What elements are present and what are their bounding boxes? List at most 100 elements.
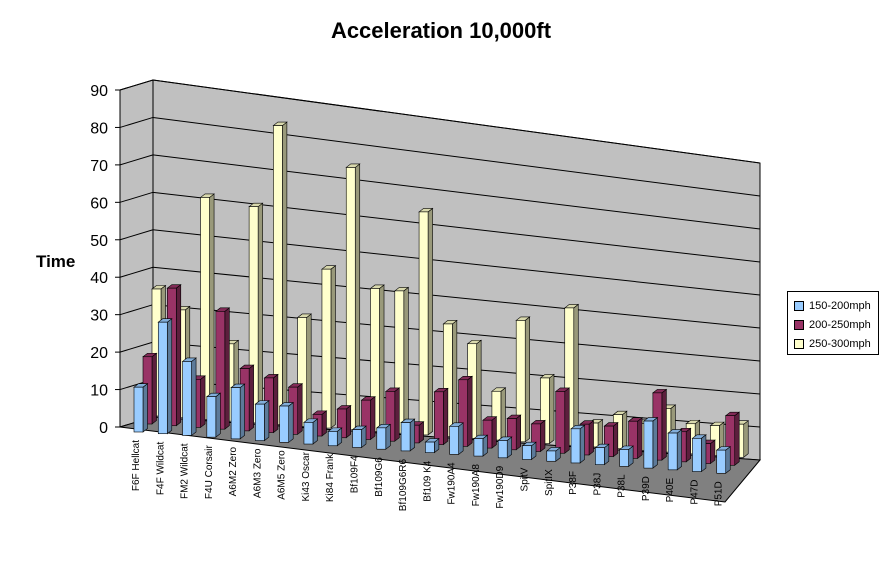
- bar: [327, 427, 343, 447]
- x-tick-label: Ki43 Oscar: [301, 451, 312, 501]
- bar-front: [418, 211, 429, 436]
- gridline-side: [119, 229, 154, 241]
- y-axis-label: Time: [36, 252, 76, 271]
- bar-side: [257, 202, 263, 424]
- bar: [157, 318, 173, 435]
- bar: [181, 357, 197, 437]
- bar: [400, 418, 416, 452]
- gridline-side: [119, 79, 154, 91]
- x-tick-label: A6M5 Zero: [277, 450, 288, 500]
- gridline-side: [119, 116, 154, 128]
- bar-side: [306, 313, 312, 427]
- bar: [539, 373, 555, 445]
- legend-swatch-1: [794, 300, 804, 311]
- bar-front: [376, 427, 387, 450]
- bar-side: [282, 121, 288, 426]
- x-tick-label: Fw190D9: [495, 465, 506, 508]
- bar-side: [409, 418, 415, 452]
- y-tick-label: 20: [90, 345, 108, 362]
- x-tick-label: SpitIX: [544, 469, 555, 496]
- bar: [563, 303, 580, 446]
- y-tick-label: 90: [90, 83, 108, 100]
- bar-side: [613, 421, 619, 458]
- bar-front: [546, 450, 557, 462]
- bar-front: [692, 437, 702, 472]
- bar-front: [157, 321, 168, 435]
- x-tick-label: Fw190A8: [471, 464, 482, 507]
- bar-side: [345, 404, 352, 439]
- bar-front: [206, 396, 217, 438]
- bar-front: [321, 268, 332, 429]
- bar-side: [734, 411, 740, 466]
- bar-front: [327, 431, 338, 447]
- bar: [214, 307, 231, 430]
- bar: [254, 400, 270, 442]
- bar-front: [497, 440, 508, 459]
- bar-front: [643, 420, 654, 469]
- legend-label-2: 200-250mph: [809, 318, 871, 331]
- x-tick-label: Bf109F4: [350, 455, 361, 493]
- bar-side: [394, 387, 400, 442]
- bar-side: [549, 373, 555, 445]
- x-tick-label: Fw190A4: [447, 462, 458, 505]
- bar: [272, 121, 288, 426]
- y-tick-label: 80: [90, 120, 108, 137]
- bar-side: [427, 207, 433, 436]
- x-tick-label: P51D: [714, 481, 725, 506]
- gridline-side: [119, 191, 154, 203]
- bar-side: [379, 284, 385, 433]
- bar-side: [151, 352, 157, 425]
- x-tick-label: P38J: [592, 473, 603, 496]
- bar-side: [264, 400, 270, 442]
- bar: [724, 411, 741, 466]
- legend-swatch-2: [794, 319, 804, 330]
- bar-side: [239, 383, 245, 440]
- bar-front: [473, 438, 484, 457]
- bar-side: [685, 427, 691, 463]
- x-tick-label: P39D: [641, 476, 652, 501]
- y-tick-label: 60: [90, 195, 108, 212]
- legend-swatch-3: [794, 338, 804, 349]
- bar-side: [743, 420, 749, 458]
- bar-side: [248, 364, 254, 432]
- bar-front: [434, 391, 444, 445]
- bar-side: [597, 418, 603, 448]
- legend: 150-200mph 200-250mph 250-300mph: [787, 291, 879, 355]
- x-tick-label: Bf109G6R6: [398, 458, 409, 511]
- bar: [433, 387, 449, 446]
- bar-front: [133, 386, 144, 433]
- bar: [230, 383, 246, 440]
- bar: [618, 445, 634, 468]
- bar: [205, 392, 222, 438]
- bar: [521, 441, 537, 461]
- bar-side: [524, 316, 531, 443]
- bar-side: [540, 419, 546, 453]
- bar-side: [637, 417, 643, 460]
- bar-side: [312, 418, 318, 445]
- bar-front: [303, 422, 314, 445]
- bar-side: [297, 383, 303, 435]
- bar-side: [403, 286, 409, 434]
- bar-side: [200, 375, 206, 429]
- x-tick-label: Ki84 Frank: [325, 453, 336, 502]
- bar-front: [667, 432, 678, 471]
- bar-side: [273, 373, 279, 434]
- y-tick-label: 0: [99, 420, 108, 437]
- x-tick-label: FM2 Wildcat: [180, 443, 191, 499]
- x-tick-label: F6F Hellcat: [131, 440, 142, 491]
- bar-side: [515, 414, 522, 451]
- bar: [715, 446, 732, 474]
- bar: [133, 383, 149, 433]
- bar-side: [452, 319, 458, 438]
- gridline: [152, 79, 761, 164]
- x-tick-label: F4F Wildcat: [155, 442, 166, 496]
- y-tick-label: 70: [90, 158, 108, 175]
- y-tick-label: 50: [90, 233, 108, 250]
- legend-item-2: 200-250mph: [794, 315, 878, 334]
- bar-side: [491, 416, 497, 449]
- bar: [424, 437, 440, 454]
- bar: [375, 423, 392, 450]
- bar-side: [288, 401, 294, 443]
- bar-side: [215, 392, 221, 438]
